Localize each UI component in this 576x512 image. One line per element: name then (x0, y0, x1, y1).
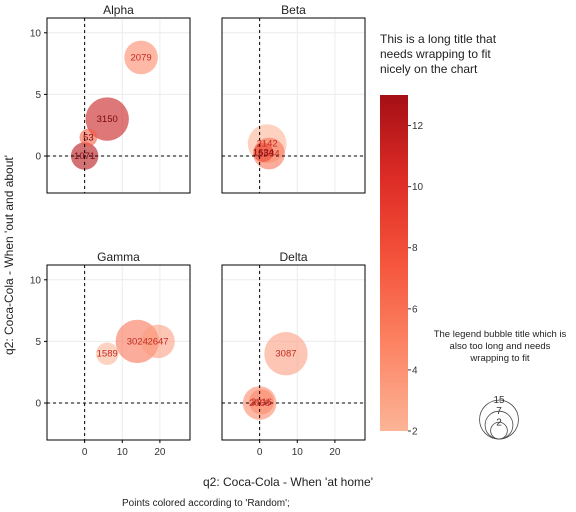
bubble-label: 2142 (257, 139, 278, 150)
size-legend-label: 15 (493, 395, 505, 406)
colorbar-tick-label: 6 (412, 304, 418, 315)
y-tick-label: 5 (35, 337, 41, 348)
colorbar-ticks: 2 4 6 8 10 12 (408, 121, 424, 438)
colorbar-tick-label: 2 (412, 427, 418, 438)
bubble-label: 2079 (131, 52, 152, 63)
colorbar-title: This is a long title that needs wrapping… (380, 32, 497, 76)
x-tick-label: 10 (292, 447, 304, 458)
panel-gamma: 3024 2647 1589 Gamma 0 10 20 0 5 10 (30, 250, 191, 458)
y-tick-label: 0 (35, 399, 41, 410)
colorbar-tick-label: 10 (412, 182, 424, 193)
x-tick-label: 20 (154, 447, 166, 458)
y-tick-label: 10 (30, 275, 42, 286)
size-legend-label: 2 (496, 417, 502, 428)
bubble-label: 3024 (127, 336, 148, 347)
colorbar-tick-label: 8 (412, 243, 418, 254)
panel-title: Beta (281, 3, 306, 17)
panel-title: Alpha (103, 3, 134, 17)
panel-frame (221, 264, 366, 441)
panel-frame (46, 264, 191, 441)
bubble-label: 1071 (74, 151, 95, 162)
bubble (85, 97, 129, 141)
panel-title: Delta (279, 250, 307, 264)
panel-title: Gamma (97, 250, 140, 264)
colorbar-tick-label: 4 (412, 365, 418, 376)
y-tick-label: 5 (35, 90, 41, 101)
bubble-label: 2068 (249, 398, 270, 409)
bubble-group (242, 332, 308, 420)
y-tick-label: 0 (35, 152, 41, 163)
panel-alpha: 3150 2079 1071 53 Alpha 0 5 10 (30, 3, 191, 194)
footnote: Points colored according to 'Random'; (122, 498, 290, 509)
size-legend-label: 7 (496, 406, 502, 417)
panel-frame (221, 17, 366, 194)
bubble-label: 1634 (253, 147, 274, 158)
x-tick-label: 10 (117, 447, 129, 458)
bubble (141, 324, 175, 359)
bubble (253, 142, 274, 163)
bubble-label: 1534 (258, 149, 279, 160)
size-legend-title: The legend bubble title which is also to… (433, 329, 567, 364)
bubble-label: 2016 (251, 397, 272, 408)
panel-frame (46, 17, 191, 194)
y-axis-title: q2: Coca-Cola - When 'out and about' (2, 155, 16, 355)
size-legend-circle (490, 421, 508, 440)
y-tick-label: 10 (30, 28, 42, 39)
bubble (264, 332, 308, 376)
bubble-label: 3087 (275, 349, 296, 360)
x-tick-label: 0 (257, 447, 263, 458)
bubble-label: 1589 (97, 349, 118, 360)
bubble (124, 40, 158, 75)
x-tick-label: 20 (329, 447, 341, 458)
x-tick-label: 0 (82, 447, 88, 458)
bubble-group (247, 124, 287, 170)
bubble (248, 389, 275, 415)
bubble (79, 128, 98, 147)
colorbar-tick-label: 12 (412, 121, 424, 132)
bubble (96, 342, 119, 365)
colorbar-gradient (380, 95, 408, 431)
bubble-label: 53 (83, 133, 94, 144)
bubble-group (70, 40, 158, 170)
bubble-label: 3150 (97, 114, 118, 125)
x-axis-title: q2: Coca-Cola - When 'at home' (203, 475, 373, 489)
bubble-label: 2647 (147, 336, 168, 347)
bubble-group (96, 319, 175, 365)
